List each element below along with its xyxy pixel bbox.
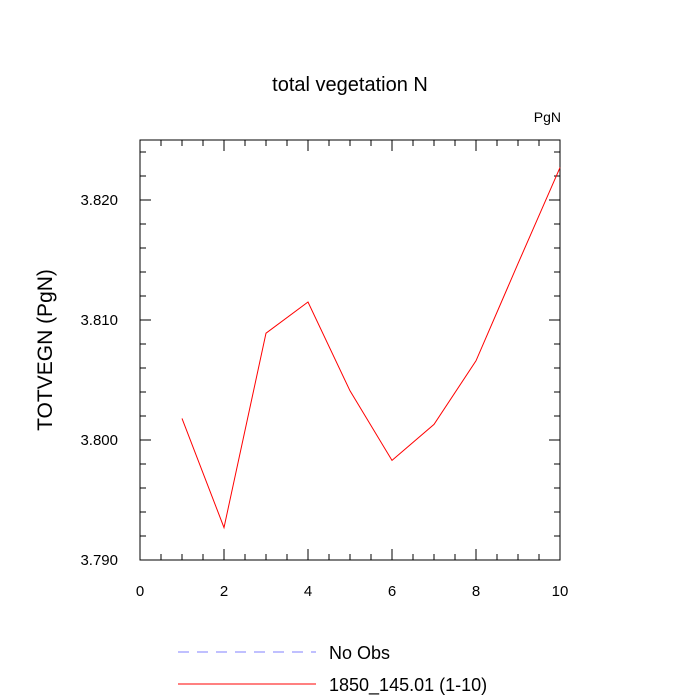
axis-tick-labels: 0 2 4 6 8 10 3.790 3.800 3.810 3.820 xyxy=(80,192,568,600)
units-label: PgN xyxy=(534,109,561,125)
series-line xyxy=(181,167,561,530)
legend-label: No Obs xyxy=(329,643,390,663)
legend-label: 1850_145.01 (1-10) xyxy=(329,675,487,696)
x-tick-label: 0 xyxy=(136,583,144,600)
y-tick-label: 3.790 xyxy=(80,552,118,569)
series-lines xyxy=(181,167,561,530)
x-tick-label: 8 xyxy=(472,583,480,600)
legend: No Obs 1850_145.01 (1-10) xyxy=(178,643,487,696)
axis-ticks xyxy=(139,140,561,561)
y-tick-label: 3.810 xyxy=(80,312,118,329)
x-tick-label: 6 xyxy=(388,583,396,600)
y-axis-label: TOTVEGN (PgN) xyxy=(34,269,57,431)
chart-title: total vegetation N xyxy=(272,74,428,96)
x-tick-label: 10 xyxy=(552,583,569,600)
x-tick-label: 4 xyxy=(304,583,312,600)
y-tick-label: 3.820 xyxy=(80,192,118,209)
plot-frame xyxy=(139,139,561,561)
x-tick-label: 2 xyxy=(220,583,228,600)
y-tick-label: 3.800 xyxy=(80,432,118,449)
